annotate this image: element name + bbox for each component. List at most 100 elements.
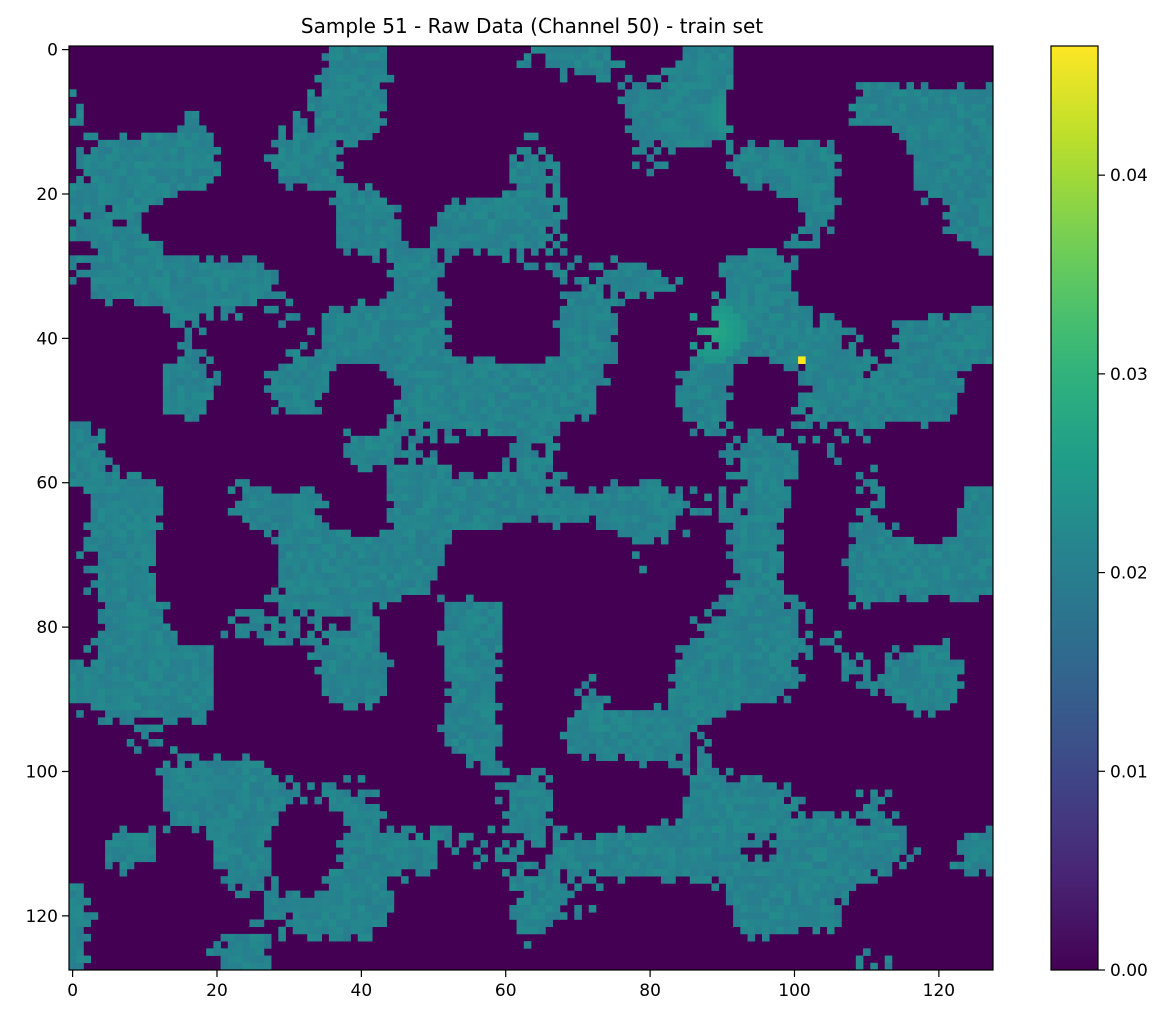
heatmap-cell xyxy=(242,493,250,502)
heatmap-cell xyxy=(372,226,380,235)
heatmap-cell xyxy=(567,378,575,386)
heatmap-cell xyxy=(754,630,763,639)
heatmap-cell xyxy=(783,464,792,473)
heatmap-cell xyxy=(300,486,308,494)
heatmap-cell xyxy=(762,529,770,538)
heatmap-cell xyxy=(891,349,900,357)
heatmap-cell xyxy=(725,471,734,480)
heatmap-cell xyxy=(834,356,842,364)
heatmap-cell xyxy=(191,277,200,285)
heatmap-cell xyxy=(754,269,763,278)
heatmap-cell xyxy=(429,414,438,422)
heatmap-cell xyxy=(964,233,972,242)
heatmap-cell xyxy=(942,565,951,574)
heatmap-cell xyxy=(928,414,936,422)
heatmap-cell xyxy=(401,334,409,343)
heatmap-cell xyxy=(610,284,618,292)
heatmap-cell xyxy=(429,370,438,379)
heatmap-cell xyxy=(942,147,951,155)
heatmap-cell xyxy=(935,399,943,408)
heatmap-cell xyxy=(747,529,756,538)
heatmap-cell xyxy=(733,587,741,595)
heatmap-cell xyxy=(697,688,705,697)
heatmap-cell xyxy=(949,139,958,148)
heatmap-cell xyxy=(762,536,770,545)
heatmap-cell xyxy=(790,183,799,191)
heatmap-cell xyxy=(321,82,330,90)
heatmap-cell xyxy=(256,616,265,624)
heatmap-cell xyxy=(956,551,965,559)
heatmap-cell xyxy=(769,493,777,502)
heatmap-cell xyxy=(978,486,987,494)
heatmap-cell xyxy=(307,486,315,494)
heatmap-cell xyxy=(697,623,705,632)
heatmap-cell xyxy=(357,53,366,61)
heatmap-cell xyxy=(422,349,431,357)
heatmap-cell xyxy=(884,529,893,538)
heatmap-cell xyxy=(718,74,727,83)
heatmap-cell xyxy=(935,132,943,141)
heatmap-cell xyxy=(956,587,965,595)
heatmap-cell xyxy=(220,291,229,300)
heatmap-cell xyxy=(444,204,452,213)
heatmap-cell xyxy=(531,262,539,271)
heatmap-cell xyxy=(956,212,965,220)
heatmap-cell xyxy=(76,681,84,689)
heatmap-cell xyxy=(314,666,323,675)
heatmap-cell xyxy=(552,370,561,379)
heatmap-cell xyxy=(776,652,785,660)
heatmap-cell xyxy=(444,536,452,545)
heatmap-cell xyxy=(790,652,799,660)
heatmap-cell xyxy=(899,356,907,364)
heatmap-cell xyxy=(105,240,113,249)
heatmap-cell xyxy=(805,363,813,372)
heatmap-cell xyxy=(343,428,351,437)
heatmap-cell xyxy=(162,378,171,386)
heatmap-cell xyxy=(451,248,460,256)
heatmap-cell xyxy=(523,392,532,401)
heatmap-cell xyxy=(357,551,366,559)
heatmap-cell xyxy=(985,125,994,133)
heatmap-cell xyxy=(978,327,987,336)
heatmap-cell xyxy=(855,536,864,545)
heatmap-cell xyxy=(379,53,387,61)
heatmap-cell xyxy=(502,219,510,227)
heatmap-cell xyxy=(90,681,99,689)
heatmap-cell xyxy=(928,681,936,689)
heatmap-cell xyxy=(162,630,171,639)
heatmap-cell xyxy=(321,500,330,509)
heatmap-cell xyxy=(762,147,770,155)
heatmap-cell xyxy=(126,645,135,653)
heatmap-cell xyxy=(350,219,359,227)
heatmap-cell xyxy=(126,659,135,668)
heatmap-cell xyxy=(480,702,489,711)
heatmap-cell xyxy=(538,175,546,184)
heatmap-cell xyxy=(538,161,546,170)
heatmap-cell xyxy=(877,103,886,112)
heatmap-cell xyxy=(776,291,785,300)
heatmap-cell xyxy=(985,154,994,162)
heatmap-cell xyxy=(458,399,467,408)
heatmap-cell xyxy=(408,522,416,531)
heatmap-cell xyxy=(646,132,655,141)
heatmap-cell xyxy=(906,558,914,567)
heatmap-cell xyxy=(733,659,741,668)
heatmap-cell xyxy=(762,435,770,444)
heatmap-cell xyxy=(235,269,243,278)
heatmap-cell xyxy=(487,486,496,494)
heatmap-cell xyxy=(162,666,171,675)
heatmap-cell xyxy=(278,139,286,148)
heatmap-cell xyxy=(711,89,720,97)
heatmap-cell xyxy=(747,320,756,328)
heatmap-cell xyxy=(184,284,193,292)
heatmap-cell xyxy=(971,240,979,249)
heatmap-cell xyxy=(660,67,669,76)
heatmap-cell xyxy=(83,219,92,227)
heatmap-cell xyxy=(531,385,539,393)
heatmap-cell xyxy=(776,479,785,487)
heatmap-cell xyxy=(949,565,958,574)
heatmap-cell xyxy=(928,132,936,141)
heatmap-cell xyxy=(610,710,618,718)
heatmap-cell xyxy=(935,175,943,184)
heatmap-cell xyxy=(466,385,474,393)
